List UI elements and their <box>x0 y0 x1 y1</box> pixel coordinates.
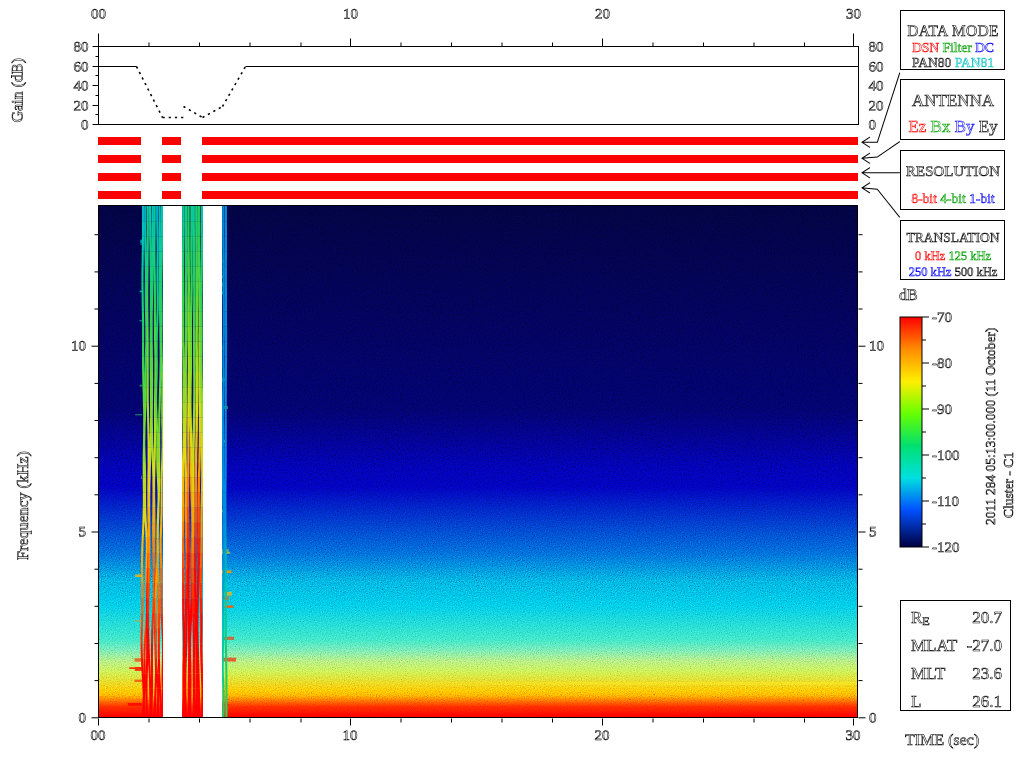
svg-text:dB: dB <box>899 288 918 304</box>
svg-text:DSN Filter DC: DSN Filter DC <box>912 40 994 55</box>
svg-text:-80: -80 <box>932 356 952 372</box>
svg-text:26.1: 26.1 <box>972 692 1002 711</box>
svg-text:MLT: MLT <box>911 664 946 683</box>
svg-text:-110: -110 <box>932 494 959 510</box>
svg-text:Ez Bx By Ey: Ez Bx By Ey <box>908 117 998 136</box>
svg-text:23.6: 23.6 <box>972 664 1002 683</box>
svg-text:-70: -70 <box>932 310 952 326</box>
svg-text:Cluster - C1: Cluster - C1 <box>1001 452 1016 518</box>
svg-text:8-bit 4-bit 1-bit: 8-bit 4-bit 1-bit <box>911 191 994 206</box>
svg-text:RESOLUTION: RESOLUTION <box>906 164 1000 180</box>
svg-text:ANTENNA: ANTENNA <box>912 91 995 110</box>
svg-text:-27.0: -27.0 <box>967 636 1002 655</box>
svg-text:250 kHz 500 kHz: 250 kHz 500 kHz <box>909 265 998 279</box>
svg-text:0 kHz 125 kHz: 0 kHz 125 kHz <box>915 249 991 263</box>
svg-text:20.7: 20.7 <box>972 608 1002 627</box>
svg-text:2011 284 05:13:00.000 (11 Octo: 2011 284 05:13:00.000 (11 October) <box>983 328 998 525</box>
svg-text:TRANSLATION: TRANSLATION <box>907 230 1000 245</box>
svg-text:RE: RE <box>911 608 930 628</box>
svg-text:-100: -100 <box>932 448 960 464</box>
svg-text:L: L <box>911 692 921 711</box>
svg-text:MLAT: MLAT <box>911 636 958 655</box>
svg-text:-120: -120 <box>932 540 960 556</box>
svg-text:PAN80 PAN81: PAN80 PAN81 <box>912 55 994 70</box>
svg-text:-90: -90 <box>932 402 952 418</box>
svg-text:DATA MODE: DATA MODE <box>907 23 998 40</box>
